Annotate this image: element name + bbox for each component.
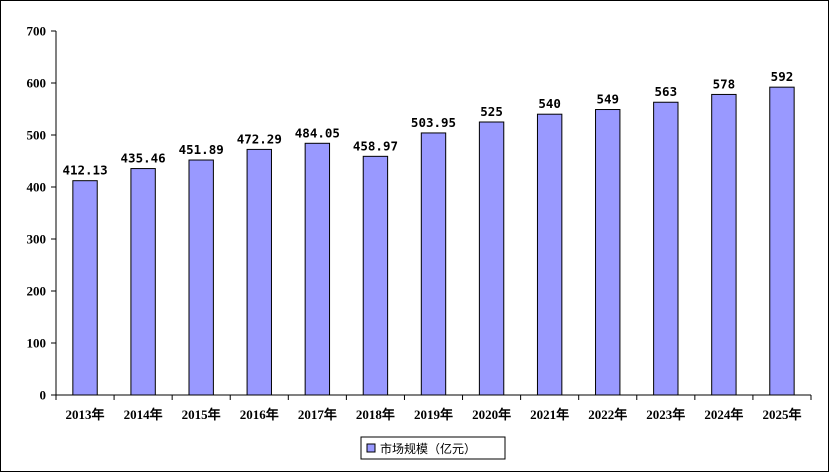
bar-value-label: 592	[771, 69, 794, 84]
x-tick-label: 2016年	[240, 407, 279, 422]
bar-value-label: 563	[655, 84, 678, 99]
y-tick-label: 100	[27, 336, 47, 351]
bar	[246, 148, 272, 396]
bar-value-label: 484.05	[295, 125, 340, 140]
bar-value-label: 525	[480, 104, 503, 119]
legend: 市场规模（亿元）	[360, 436, 506, 460]
bar-value-label: 412.13	[62, 163, 107, 178]
bar	[130, 168, 156, 396]
bar-series	[72, 86, 795, 396]
bar	[769, 86, 795, 396]
y-tick-label: 0	[40, 388, 47, 403]
x-tick-label: 2024年	[704, 407, 743, 422]
y-tick-label: 400	[27, 180, 47, 195]
x-tick-label: 2017年	[298, 407, 337, 422]
bar	[536, 113, 563, 396]
x-tick-label: 2013年	[66, 407, 105, 422]
y-tick-label: 700	[27, 24, 47, 39]
legend-box	[360, 436, 506, 460]
bar	[711, 93, 737, 396]
y-tick-label: 600	[27, 76, 47, 91]
bar-value-label: 472.29	[237, 131, 282, 146]
x-tick-label: 2025年	[762, 407, 801, 422]
bar-value-label: 503.95	[411, 115, 456, 130]
y-tick-label: 200	[27, 284, 47, 299]
bar	[304, 142, 331, 396]
y-tick-label: 500	[27, 128, 47, 143]
bar-value-label: 458.97	[353, 138, 398, 153]
bar-value-label: 451.89	[179, 142, 224, 157]
x-tick-label: 2019年	[414, 407, 453, 422]
x-tick-label: 2018年	[356, 407, 395, 422]
legend-swatch	[366, 443, 376, 453]
x-tick-label: 2014年	[124, 407, 163, 422]
y-tick-label: 300	[27, 232, 47, 247]
bar	[188, 159, 214, 396]
bar-value-label: 540	[538, 96, 561, 111]
legend-label: 市场规模（亿元）	[380, 441, 476, 456]
data-labels: 412.13 435.46 451.89 472.29 484.05 458.97 503.…	[62, 69, 793, 178]
bar	[478, 121, 505, 396]
bar-value-label: 578	[713, 76, 736, 91]
x-tick-label: 2023年	[646, 407, 685, 422]
bar	[653, 101, 679, 396]
bar-value-label: 435.46	[121, 151, 166, 166]
x-tick-label: 2021年	[530, 407, 569, 422]
bar	[595, 109, 621, 396]
bar-value-label: 549	[596, 92, 619, 107]
bar	[420, 132, 447, 396]
bar	[72, 180, 98, 396]
y-axis: 0 100 200 300 400 500 600 700	[27, 24, 57, 403]
x-tick-label: 2022年	[588, 407, 627, 422]
x-axis: 2013年 2014年 2015年 2016年 2017年 2018年 2019年 2020年…	[55, 394, 812, 422]
x-tick-label: 2020年	[472, 407, 511, 422]
bar	[362, 155, 389, 396]
x-tick-label: 2015年	[182, 407, 221, 422]
